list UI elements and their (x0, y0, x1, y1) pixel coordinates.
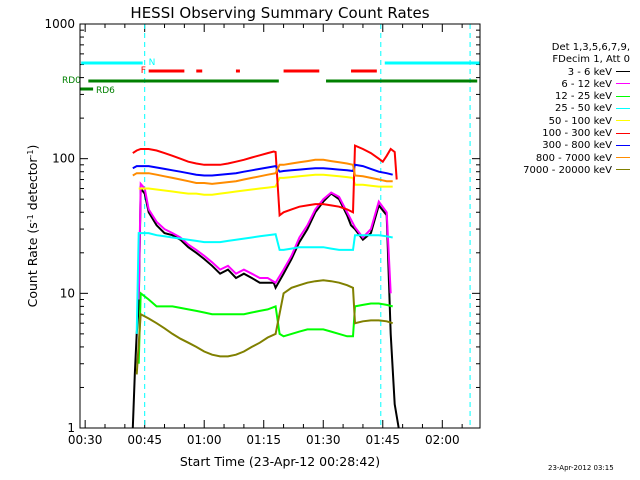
legend-swatch (616, 107, 630, 109)
legend-label: 50 - 100 keV (548, 115, 612, 127)
series-line (137, 291, 393, 364)
legend-label: 3 - 6 keV (567, 66, 612, 78)
series-line (137, 181, 392, 300)
x-tick-label: 02:00 (425, 433, 460, 447)
chart-legend: Det 1,3,5,6,7,9, FDecim 1, Att 0 3 - 6 k… (523, 42, 630, 177)
plot-frame (79, 23, 481, 429)
legend-label: 25 - 50 keV (554, 103, 612, 115)
chart-title: HESSI Observing Summary Count Rates (130, 4, 430, 22)
x-tick-label: 00:45 (127, 433, 162, 447)
y-tick-label: 100 (52, 152, 75, 166)
flag-label: RD0 (62, 76, 81, 86)
legend-item: 25 - 50 keV (523, 103, 630, 115)
y-tick-label: 1000 (44, 17, 75, 31)
legend-label: 7000 - 20000 keV (523, 164, 612, 176)
legend-swatch (616, 144, 630, 146)
legend-label: 12 - 25 keV (554, 91, 612, 103)
x-tick-label: 01:30 (306, 433, 341, 447)
legend-label: 800 - 7000 keV (535, 152, 612, 164)
series-line (132, 158, 393, 185)
flag-label: N (149, 58, 156, 68)
legend-item: 300 - 800 keV (523, 140, 630, 152)
legend-swatch (616, 83, 630, 85)
legend-item: 100 - 300 keV (523, 128, 630, 140)
series-line (131, 185, 400, 429)
x-axis-label: Start Time (23-Apr-12 00:28:42) (179, 454, 381, 469)
series-line (132, 144, 398, 218)
legend-header-line: FDecim 1, Att 0 (552, 54, 630, 66)
y-tick-label: 10 (60, 286, 75, 300)
x-tick-label: 01:45 (365, 433, 400, 447)
legend-swatch (616, 71, 630, 73)
legend-swatch (616, 157, 630, 159)
legend-swatch (616, 120, 630, 122)
plot-timestamp: 23-Apr-2012 03:15 (548, 464, 614, 472)
legend-item: 50 - 100 keV (523, 116, 630, 128)
legend-swatch (616, 95, 630, 97)
legend-item: 7000 - 20000 keV (523, 165, 630, 177)
flag-label: RD6 (96, 86, 115, 96)
series-line (135, 232, 393, 334)
flag-label: F (141, 66, 146, 76)
legend-label: 100 - 300 keV (542, 128, 612, 140)
legend-swatch (616, 132, 630, 134)
y-tick-label: 1 (67, 421, 75, 435)
chart-marks: 1 10 100 1000 00:30 00:45 01:00 01:15 01:30 01:45… (44, 17, 480, 447)
x-tick-label: 01:15 (246, 433, 281, 447)
legend-item: 3 - 6 keV (523, 67, 630, 79)
series-line (135, 279, 394, 375)
legend-item: 12 - 25 keV (523, 91, 630, 103)
legend-label: 6 - 12 keV (561, 78, 612, 90)
legend-header-line: Det 1,3,5,6,7,9, (551, 42, 630, 53)
legend-swatch (616, 169, 630, 171)
x-tick-label: 00:30 (68, 433, 103, 447)
legend-label: 300 - 800 keV (542, 140, 612, 152)
legend-item: 800 - 7000 keV (523, 153, 630, 165)
x-tick-label: 01:00 (187, 433, 222, 447)
y-axis-label: Count Rate (s-1 detector-1) (25, 145, 40, 308)
legend-item: 6 - 12 keV (523, 79, 630, 91)
